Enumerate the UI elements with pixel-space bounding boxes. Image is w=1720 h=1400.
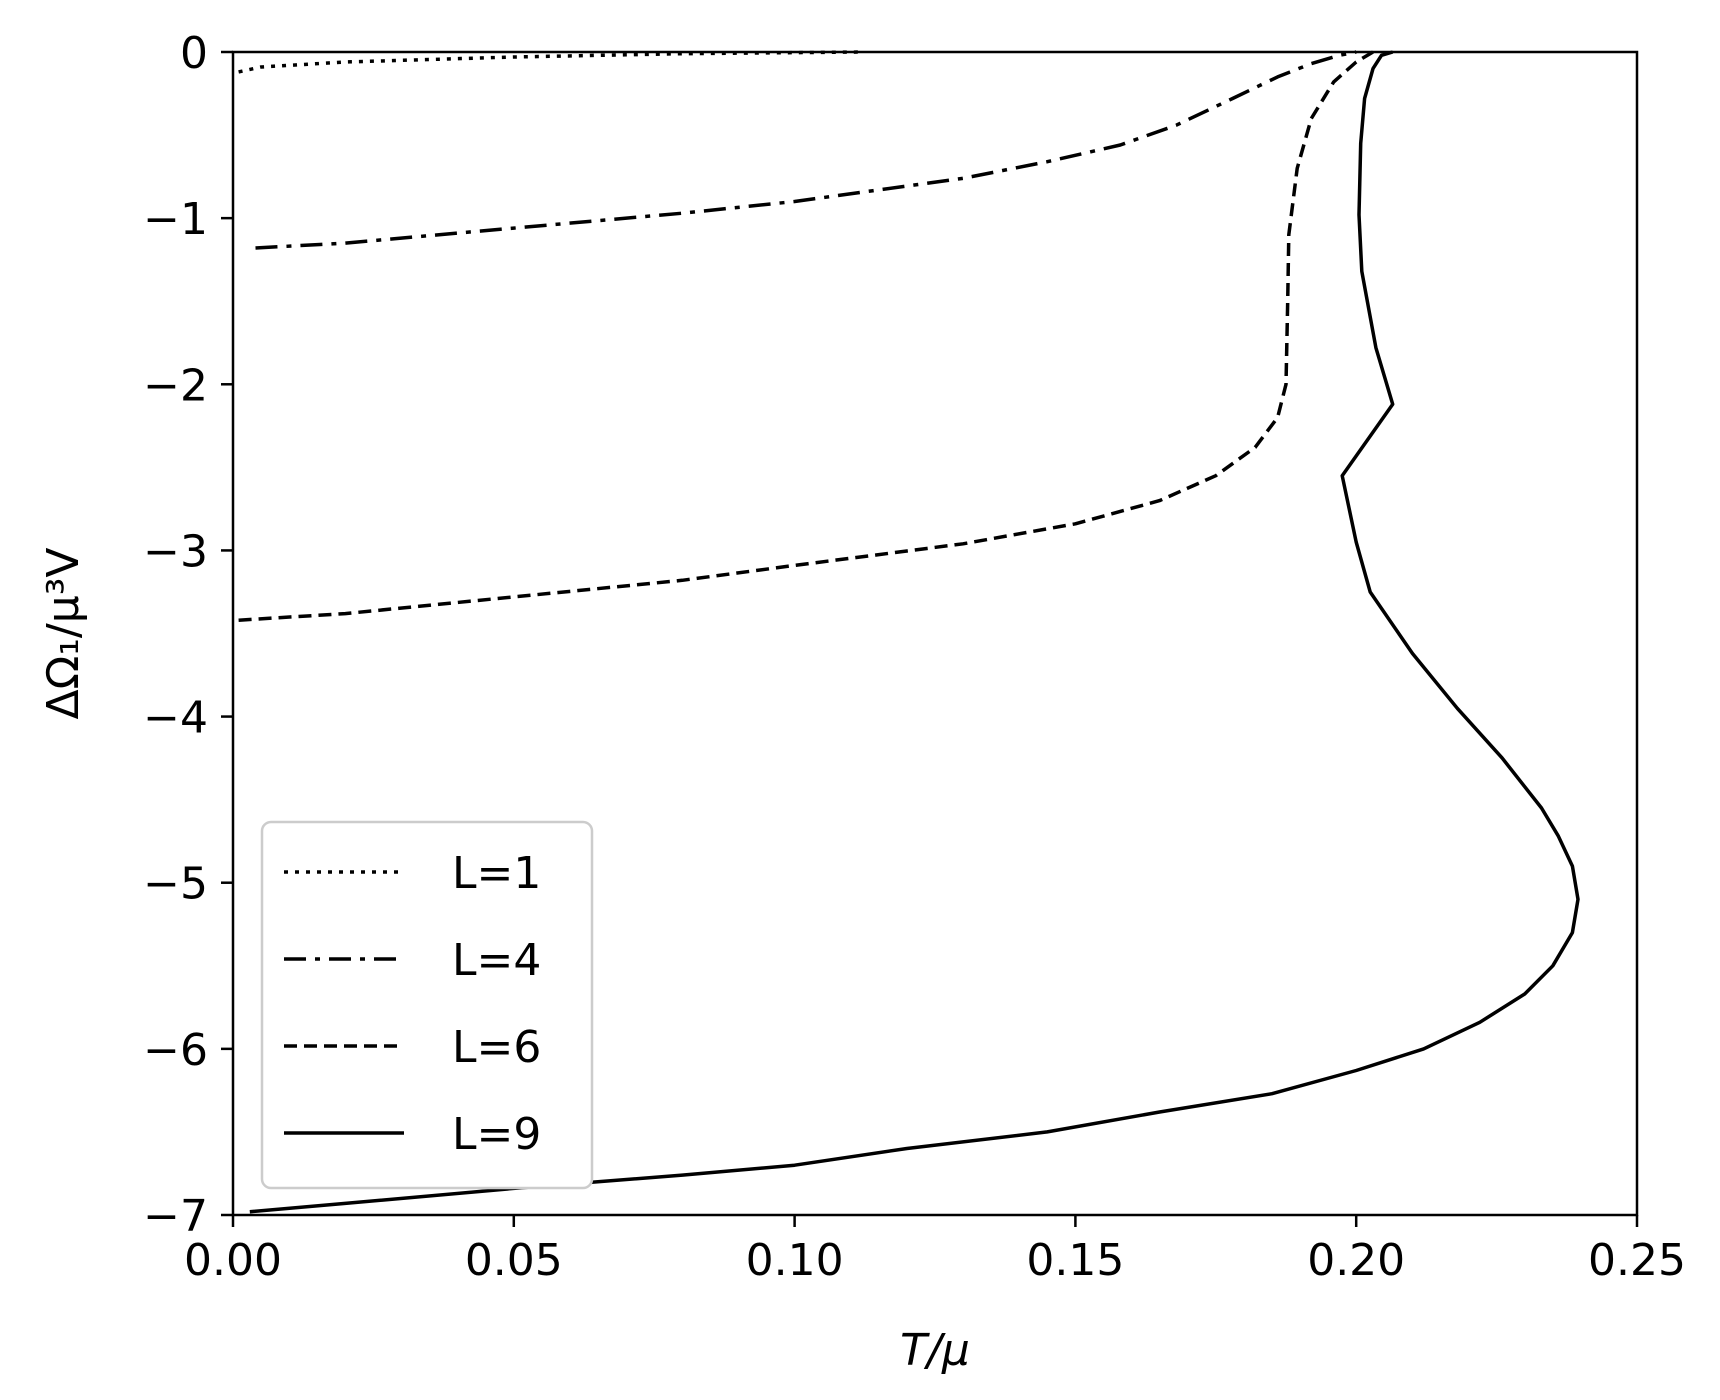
legend-label: L=1 xyxy=(452,848,541,899)
series-line-l-6 xyxy=(238,50,1374,622)
legend-label: L=4 xyxy=(452,935,541,986)
y-tick-label: 0 xyxy=(180,28,208,79)
legend-label: L=6 xyxy=(452,1022,541,1073)
x-tick-label: 0.15 xyxy=(1026,1235,1124,1286)
plot-frame xyxy=(231,50,1639,1217)
y-axis-label: ΔΩ₁/μ³V xyxy=(38,548,89,720)
y-tick-label: −3 xyxy=(143,526,208,577)
series-lines xyxy=(238,50,1580,1214)
y-tick-label: −2 xyxy=(143,360,208,411)
x-axis-label: T/μ xyxy=(900,1325,970,1376)
y-tick-label: −6 xyxy=(143,1025,208,1076)
plot-area xyxy=(231,50,1639,1217)
legend-label: L=9 xyxy=(452,1109,541,1160)
series-line-l-9 xyxy=(249,50,1580,1214)
x-tick-label: 0.10 xyxy=(746,1235,844,1286)
x-tick-label: 0.00 xyxy=(184,1235,282,1286)
series-line-l-1 xyxy=(238,50,863,74)
x-tick-label: 0.05 xyxy=(465,1235,563,1286)
x-tick-label: 0.25 xyxy=(1588,1235,1686,1286)
y-tick-label: −7 xyxy=(143,1191,208,1242)
series-line-l-4 xyxy=(255,50,1357,250)
y-tick-label: −4 xyxy=(143,693,208,744)
y-tick-label: −1 xyxy=(143,194,208,245)
legend: L=1 L=4 L=6 L=9 xyxy=(260,820,594,1190)
legend-box xyxy=(260,820,594,1190)
x-tick-label: 0.20 xyxy=(1307,1235,1405,1286)
y-tick-label: −5 xyxy=(143,859,208,910)
axis-ticks: 0.00 0.05 0.10 0.15 0.20 0.25 0 −1 −2 −3 −4 −5 −6 −7 xyxy=(143,28,1686,1286)
